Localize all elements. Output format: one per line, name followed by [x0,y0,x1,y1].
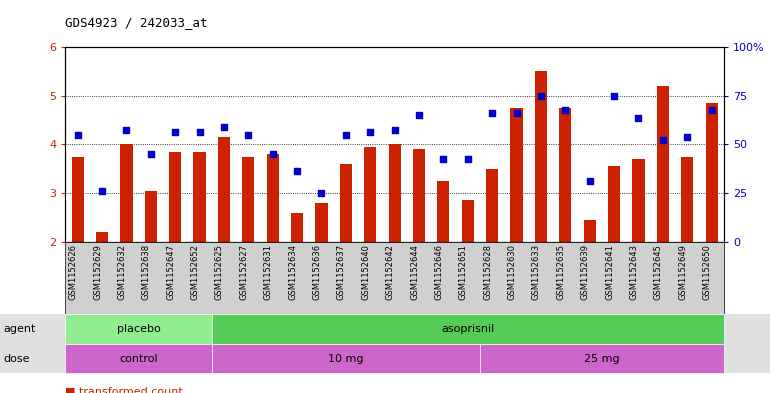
Point [364,129,377,136]
Point [534,93,547,99]
Bar [535,72,547,242]
Text: GSM1152636: GSM1152636 [313,244,322,300]
Point [486,110,498,116]
Point [72,132,84,138]
Bar [632,159,644,242]
Point [315,190,327,196]
Text: GSM1152630: GSM1152630 [507,244,517,299]
Bar [72,156,84,242]
Text: GSM1152629: GSM1152629 [93,244,102,299]
Text: asoprisnil: asoprisnil [441,324,494,334]
Text: GSM1152652: GSM1152652 [190,244,199,299]
Text: GSM1152647: GSM1152647 [166,244,175,299]
Text: GSM1152628: GSM1152628 [483,244,492,299]
Point [559,107,571,114]
Point [291,168,303,174]
Bar [291,213,303,242]
Point [705,107,718,114]
Text: GSM1152627: GSM1152627 [239,244,248,299]
Bar [316,203,327,242]
Bar [413,149,425,242]
Bar [608,166,620,242]
Point [437,156,450,162]
Text: GSM1152646: GSM1152646 [434,244,444,299]
Text: placebo: placebo [117,324,160,334]
Point [632,114,644,121]
Point [169,129,181,136]
Bar [511,108,523,242]
Text: GSM1152640: GSM1152640 [361,244,370,299]
Text: GSM1152645: GSM1152645 [654,244,663,299]
Bar [266,154,279,242]
Bar [243,156,254,242]
Text: GSM1152644: GSM1152644 [410,244,419,299]
Bar [169,152,181,242]
Text: GSM1152634: GSM1152634 [288,244,297,299]
Text: GSM1152649: GSM1152649 [678,244,688,299]
Bar [96,232,108,242]
Point [681,134,693,140]
Bar [437,181,450,242]
Text: GDS4923 / 242033_at: GDS4923 / 242033_at [65,16,208,29]
Text: GSM1152641: GSM1152641 [605,244,614,299]
Point [340,132,352,138]
Bar [193,152,206,242]
Point [242,132,254,138]
Bar [486,169,498,242]
Text: GSM1152631: GSM1152631 [263,244,273,299]
Text: GSM1152642: GSM1152642 [386,244,394,299]
Bar [218,137,230,242]
Text: GSM1152643: GSM1152643 [629,244,638,299]
Text: control: control [119,354,158,364]
Bar [681,156,693,242]
Bar [120,144,132,242]
Bar [559,108,571,242]
Point [266,151,279,157]
Text: GSM1152650: GSM1152650 [702,244,711,299]
Point [145,151,157,157]
Text: 10 mg: 10 mg [328,354,363,364]
Bar [584,220,596,242]
Point [608,93,620,99]
Text: GSM1152635: GSM1152635 [556,244,565,299]
Point [413,112,425,118]
Point [461,156,474,162]
Bar [364,147,377,242]
Text: GSM1152651: GSM1152651 [459,244,468,299]
Text: dose: dose [4,354,30,364]
Bar [389,144,400,242]
Point [120,127,132,133]
Bar [705,103,718,242]
Text: GSM1152637: GSM1152637 [336,244,346,300]
Bar [462,200,474,242]
Text: GSM1152632: GSM1152632 [117,244,126,299]
Text: 25 mg: 25 mg [584,354,620,364]
Bar [340,164,352,242]
Text: GSM1152626: GSM1152626 [69,244,78,299]
Bar [657,86,669,242]
Text: ■ transformed count: ■ transformed count [65,387,183,393]
Text: GSM1152625: GSM1152625 [215,244,224,299]
Text: agent: agent [4,324,36,334]
Text: GSM1152633: GSM1152633 [532,244,541,300]
Point [193,129,206,136]
Text: GSM1152639: GSM1152639 [581,244,590,299]
Point [95,187,108,194]
Point [511,110,523,116]
Text: GSM1152638: GSM1152638 [142,244,151,300]
Point [218,124,230,130]
Point [657,136,669,143]
Point [388,127,400,133]
Point [584,178,596,184]
Bar [145,191,157,242]
